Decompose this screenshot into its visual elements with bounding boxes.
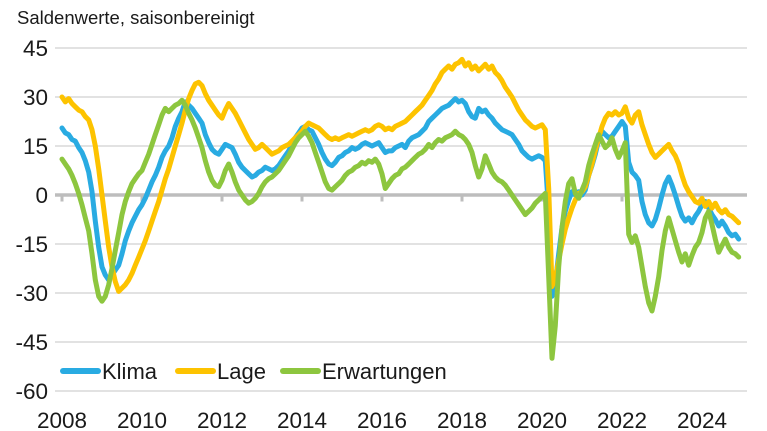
- y-axis: 45 30 15 0 -15 -30 -45 -60: [15, 36, 48, 404]
- legend-klima-label: Klima: [102, 359, 158, 384]
- chart-title: Saldenwerte, saisonbereinigt: [17, 7, 255, 28]
- series-erwartungen-line: [59, 97, 742, 361]
- legend: Klima Lage Erwartungen: [60, 359, 447, 384]
- series-klima-line: [59, 96, 742, 299]
- y-tick-m15: -15: [15, 232, 48, 257]
- x-tick-2018: 2018: [437, 408, 487, 431]
- x-tick-2024: 2024: [677, 408, 727, 431]
- y-tick-0: 0: [35, 183, 48, 208]
- series-lines: [59, 56, 742, 361]
- y-tick-30: 30: [23, 85, 48, 110]
- legend-lage-label: Lage: [217, 359, 266, 384]
- y-tick-m45: -45: [15, 330, 48, 355]
- x-tick-2010: 2010: [117, 408, 167, 431]
- x-tick-2016: 2016: [357, 408, 407, 431]
- x-tick-2008: 2008: [37, 408, 87, 431]
- x-tick-2020: 2020: [517, 408, 567, 431]
- y-tick-15: 15: [23, 134, 48, 159]
- y-tick-45: 45: [23, 36, 48, 61]
- y-tick-m60: -60: [15, 379, 48, 404]
- series-lage-line: [59, 56, 742, 294]
- gridlines: [55, 47, 747, 392]
- x-tick-2022: 2022: [597, 408, 647, 431]
- x-tick-2012: 2012: [197, 408, 247, 431]
- y-tick-m30: -30: [15, 281, 48, 306]
- x-axis: 2008 2010 2012 2014 2016 2018 2020 2022 …: [37, 408, 727, 431]
- x-tick-2014: 2014: [277, 408, 327, 431]
- legend-erwartungen-label: Erwartungen: [322, 359, 447, 384]
